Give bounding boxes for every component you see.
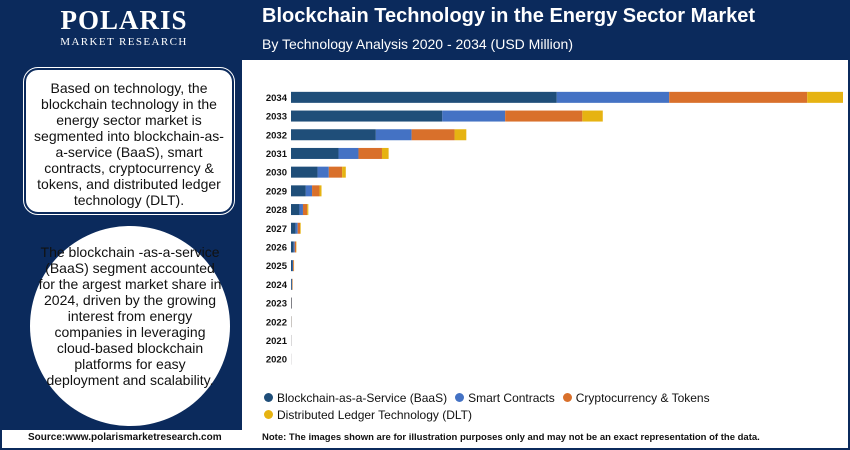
bar-segment bbox=[442, 110, 506, 122]
year-tick-label: 2022 bbox=[266, 317, 287, 328]
legend-swatch bbox=[455, 393, 465, 402]
legend-item: Blockchain-as-a-Service (BaaS) bbox=[264, 389, 447, 406]
legend-swatch bbox=[264, 410, 273, 419]
bar-segment bbox=[305, 185, 313, 197]
bar-segment bbox=[669, 91, 808, 103]
logo-subtitle: MARKET RESEARCH bbox=[60, 36, 188, 48]
bar-segment bbox=[291, 204, 300, 216]
segmentation-callout: Based on technology, the blockchain tech… bbox=[23, 67, 235, 215]
bar-segment bbox=[291, 147, 339, 159]
legend-item: Smart Contracts bbox=[455, 389, 555, 406]
bar-segment bbox=[358, 147, 382, 159]
legend-item: Distributed Ledger Technology (DLT) bbox=[264, 406, 472, 423]
bar-segment bbox=[328, 166, 343, 178]
bar-segment bbox=[307, 204, 309, 216]
year-tick-label: 2025 bbox=[266, 261, 288, 272]
legend-swatch bbox=[264, 393, 273, 402]
bar-segment bbox=[411, 129, 455, 141]
chart-title: Blockchain Technology in the Energy Sect… bbox=[262, 5, 756, 27]
bar-segment bbox=[807, 91, 843, 103]
year-tick-label: 2023 bbox=[266, 299, 287, 310]
baas-highlight-callout: The blockchain -as-a-service (BaaS) segm… bbox=[30, 226, 230, 426]
bar-segment bbox=[317, 166, 329, 178]
bar-segment bbox=[319, 185, 322, 197]
chart-legend: Blockchain-as-a-Service (BaaS) Smart Cont… bbox=[264, 389, 844, 423]
year-tick-label: 2034 bbox=[266, 93, 288, 104]
polaris-logo: POLARIS MARKET RESEARCH bbox=[8, 6, 240, 54]
year-tick-label: 2027 bbox=[266, 224, 287, 235]
stacked-bar-chart: 2034 2033 2032 2031 2030 2029 2028 2027 2026 2025… bbox=[266, 91, 843, 366]
bar-segment bbox=[293, 260, 294, 272]
bar-segment bbox=[297, 222, 301, 234]
year-tick-label: 2020 bbox=[266, 355, 287, 366]
bar-segment bbox=[291, 185, 306, 197]
legend-label: Smart Contracts bbox=[468, 390, 555, 405]
disclaimer-note: Note: The images shown are for illustrat… bbox=[262, 432, 760, 443]
legend-label: Cryptocurrency & Tokens bbox=[575, 390, 710, 405]
bar-segment bbox=[291, 91, 557, 103]
year-tick-label: 2026 bbox=[266, 242, 287, 253]
year-tick-label: 2024 bbox=[266, 280, 288, 291]
chart-subtitle: By Technology Analysis 2020 - 2034 (USD … bbox=[262, 36, 574, 52]
bar-segment bbox=[505, 110, 583, 122]
bar-segment bbox=[291, 241, 294, 253]
bar-segment bbox=[291, 166, 318, 178]
legend-label: Distributed Ledger Technology (DLT) bbox=[277, 407, 472, 422]
bar-segment bbox=[312, 185, 320, 197]
legend-swatch bbox=[562, 393, 572, 402]
year-tick-label: 2028 bbox=[266, 205, 287, 216]
bar-segment bbox=[291, 260, 293, 272]
year-tick-label: 2030 bbox=[266, 168, 287, 179]
bar-segment bbox=[582, 110, 603, 122]
bar-segment bbox=[381, 147, 389, 159]
year-tick-label: 2032 bbox=[266, 130, 287, 141]
bar-segment bbox=[300, 222, 301, 234]
bar-segment bbox=[556, 91, 670, 103]
bar-segment bbox=[291, 222, 296, 234]
year-tick-label: 2031 bbox=[266, 149, 288, 160]
bar-segment bbox=[454, 129, 467, 141]
bar-segment bbox=[299, 204, 303, 216]
bar-segment bbox=[338, 147, 359, 159]
bar-segment bbox=[291, 278, 292, 290]
legend-item: Cryptocurrency & Tokens bbox=[562, 389, 710, 406]
year-tick-label: 2021 bbox=[266, 336, 288, 347]
legend-label: Blockchain-as-a-Service (BaaS) bbox=[277, 390, 448, 405]
year-tick-label: 2033 bbox=[266, 112, 287, 123]
source-text: Source:www.polarismarketresearch.com bbox=[28, 432, 222, 443]
bar-segment bbox=[302, 204, 308, 216]
year-tick-label: 2029 bbox=[266, 186, 287, 197]
bar-segment bbox=[295, 222, 298, 234]
bar-segment bbox=[291, 129, 376, 141]
header-bar bbox=[2, 2, 848, 60]
logo-name: POLARIS bbox=[60, 5, 188, 35]
bar-segment bbox=[292, 260, 294, 272]
bar-segment bbox=[294, 241, 297, 253]
bar-segment bbox=[375, 129, 412, 141]
bar-segment bbox=[293, 241, 295, 253]
bar-segment bbox=[342, 166, 346, 178]
bar-segment bbox=[291, 110, 443, 122]
